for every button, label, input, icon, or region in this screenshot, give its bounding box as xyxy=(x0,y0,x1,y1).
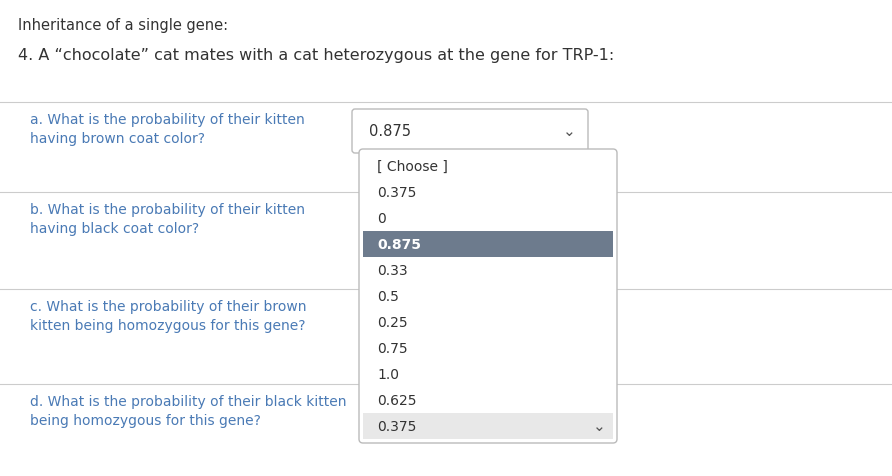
Bar xyxy=(363,231,613,258)
Text: a. What is the probability of their kitten
having brown coat color?: a. What is the probability of their kitt… xyxy=(30,113,305,146)
Text: [ Choose ]: [ Choose ] xyxy=(377,159,448,174)
Bar xyxy=(363,413,613,439)
Text: 0.33: 0.33 xyxy=(377,263,408,278)
Text: 0.25: 0.25 xyxy=(377,315,408,329)
Text: 0.625: 0.625 xyxy=(377,393,417,407)
Text: 1.0: 1.0 xyxy=(377,367,399,381)
Text: 0.875: 0.875 xyxy=(369,124,411,139)
Text: c. What is the probability of their brown
kitten being homozygous for this gene?: c. What is the probability of their brow… xyxy=(30,299,307,333)
Text: 0.375: 0.375 xyxy=(377,186,417,199)
Text: Inheritance of a single gene:: Inheritance of a single gene: xyxy=(18,18,228,33)
Text: 0.75: 0.75 xyxy=(377,341,408,355)
Text: 0.875: 0.875 xyxy=(377,238,421,251)
Text: b. What is the probability of their kitten
having black coat color?: b. What is the probability of their kitt… xyxy=(30,203,305,236)
Text: 0.5: 0.5 xyxy=(377,289,399,303)
FancyBboxPatch shape xyxy=(359,149,617,443)
Text: ⌄: ⌄ xyxy=(592,418,606,434)
Text: ⌄: ⌄ xyxy=(563,124,575,139)
Text: 0: 0 xyxy=(377,211,385,226)
FancyBboxPatch shape xyxy=(352,110,588,154)
Text: d. What is the probability of their black kitten
being homozygous for this gene?: d. What is the probability of their blac… xyxy=(30,394,346,427)
Text: 4. A “chocolate” cat mates with a cat heterozygous at the gene for TRP-1:: 4. A “chocolate” cat mates with a cat he… xyxy=(18,48,615,63)
Text: 0.375: 0.375 xyxy=(377,419,417,433)
